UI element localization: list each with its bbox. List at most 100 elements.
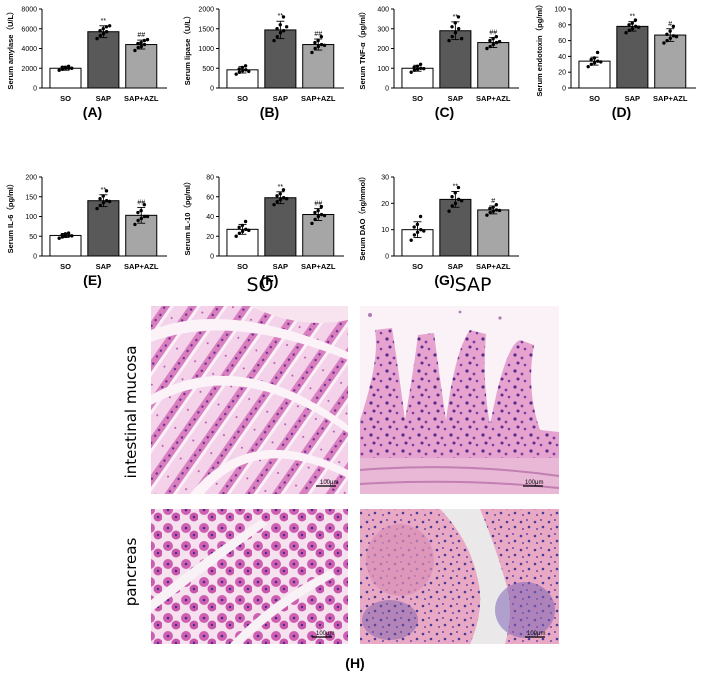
data-point bbox=[450, 204, 454, 208]
data-point bbox=[313, 46, 317, 51]
data-point bbox=[237, 231, 242, 235]
category-label: SO bbox=[60, 262, 71, 271]
bar-sap bbox=[439, 30, 472, 89]
data-point bbox=[497, 208, 502, 213]
y-tick-label: 0 bbox=[210, 254, 214, 261]
data-point bbox=[104, 25, 109, 29]
micrograph-so-intestinal-mucosa: 100μm bbox=[151, 306, 348, 494]
category-label: SAP+AZL bbox=[301, 262, 336, 271]
y-tick-label: 150 bbox=[25, 194, 37, 201]
data-point bbox=[272, 38, 276, 43]
y-tick-label: 200 bbox=[25, 175, 37, 182]
panel-label: (G) bbox=[434, 272, 454, 288]
row-label-intestinal-mucosa: intestinal mucosa bbox=[122, 346, 140, 479]
data-point bbox=[419, 227, 423, 232]
category-label: SO bbox=[237, 262, 248, 271]
significance-marker: # bbox=[668, 21, 672, 28]
data-point bbox=[142, 38, 147, 43]
significance-marker: ** bbox=[630, 14, 636, 21]
data-point bbox=[456, 27, 461, 31]
y-tick-label: 0 bbox=[385, 254, 389, 261]
data-point bbox=[494, 40, 499, 45]
data-point bbox=[418, 62, 423, 66]
data-point bbox=[278, 31, 283, 35]
data-point bbox=[237, 70, 242, 74]
data-point bbox=[98, 197, 102, 201]
data-point bbox=[494, 208, 499, 212]
data-point bbox=[63, 65, 68, 69]
data-point bbox=[450, 34, 454, 39]
category-label: SO bbox=[589, 94, 600, 103]
data-point bbox=[322, 43, 327, 48]
data-point bbox=[107, 199, 112, 204]
data-point bbox=[57, 68, 61, 72]
chart-c: 0 100 200 300 400 Serum TNF-α（pg/ml） SO ** SAP ##… bbox=[357, 7, 519, 120]
data-point bbox=[447, 209, 451, 213]
micrograph-sap-pancreas: 100μm bbox=[360, 509, 559, 644]
data-point bbox=[668, 36, 673, 40]
data-point bbox=[136, 218, 140, 223]
y-tick-label: 50 bbox=[29, 234, 37, 241]
data-point bbox=[319, 204, 324, 209]
category-label: SAP bbox=[96, 94, 111, 103]
y-tick-label: 40 bbox=[206, 214, 214, 221]
data-point bbox=[243, 64, 248, 68]
panel-label: (F) bbox=[261, 272, 279, 288]
data-point bbox=[459, 36, 464, 41]
data-point bbox=[485, 213, 489, 217]
y-axis-label: Serum IL-6（pg/ml） bbox=[5, 180, 15, 254]
panel-label: (E) bbox=[83, 272, 102, 288]
data-point bbox=[415, 222, 420, 227]
column-label-so: SO bbox=[246, 274, 273, 296]
data-point bbox=[284, 197, 289, 201]
data-point bbox=[240, 229, 245, 234]
significance-marker: ## bbox=[314, 31, 322, 38]
data-point bbox=[136, 45, 140, 50]
data-point bbox=[456, 185, 461, 190]
bar-so bbox=[49, 67, 82, 89]
panel-label-h: (H) bbox=[345, 655, 364, 671]
data-point bbox=[98, 29, 102, 33]
data-point bbox=[63, 232, 68, 236]
data-point bbox=[630, 27, 635, 31]
data-point bbox=[310, 221, 314, 226]
data-point bbox=[453, 21, 457, 25]
y-axis-label: Serum amylase（U/L） bbox=[5, 7, 15, 89]
data-point bbox=[488, 44, 492, 49]
data-point bbox=[497, 39, 502, 44]
data-point bbox=[136, 210, 140, 215]
y-axis-label: Serum TNF-α（pg/ml） bbox=[357, 7, 367, 89]
data-point bbox=[98, 33, 102, 38]
data-point bbox=[491, 42, 496, 47]
y-tick-label: 100 bbox=[377, 66, 389, 73]
data-point bbox=[60, 65, 64, 69]
y-tick-label: 0 bbox=[33, 254, 37, 261]
data-point bbox=[139, 216, 144, 221]
significance-marker: ## bbox=[137, 199, 145, 206]
y-tick-label: 80 bbox=[206, 175, 214, 182]
chart-a: 0 2000 4000 6000 8000 Serum amylase（U/L） SO ** S… bbox=[5, 7, 167, 120]
category-label: SAP bbox=[448, 262, 463, 271]
significance-marker: ## bbox=[489, 30, 497, 37]
chart-d: 0 20 40 60 80 100 Serum endotoxin（pg/ml） SO ** SA… bbox=[534, 0, 696, 120]
data-point bbox=[415, 64, 420, 68]
data-point bbox=[104, 199, 109, 203]
data-point bbox=[319, 34, 324, 39]
data-point bbox=[101, 200, 106, 205]
bar-so bbox=[578, 60, 611, 89]
data-point bbox=[422, 229, 426, 233]
data-point bbox=[142, 202, 147, 207]
data-point bbox=[133, 222, 137, 227]
data-point bbox=[456, 15, 461, 19]
data-point bbox=[66, 64, 71, 68]
data-point bbox=[275, 34, 279, 39]
y-tick-label: 60 bbox=[558, 38, 566, 45]
data-point bbox=[98, 203, 102, 208]
significance-marker: # bbox=[491, 198, 495, 205]
y-tick-label: 500 bbox=[202, 66, 214, 73]
data-point bbox=[586, 64, 590, 69]
category-label: SAP+AZL bbox=[476, 262, 511, 271]
y-tick-label: 4000 bbox=[21, 46, 37, 53]
significance-marker: ** bbox=[453, 14, 459, 21]
